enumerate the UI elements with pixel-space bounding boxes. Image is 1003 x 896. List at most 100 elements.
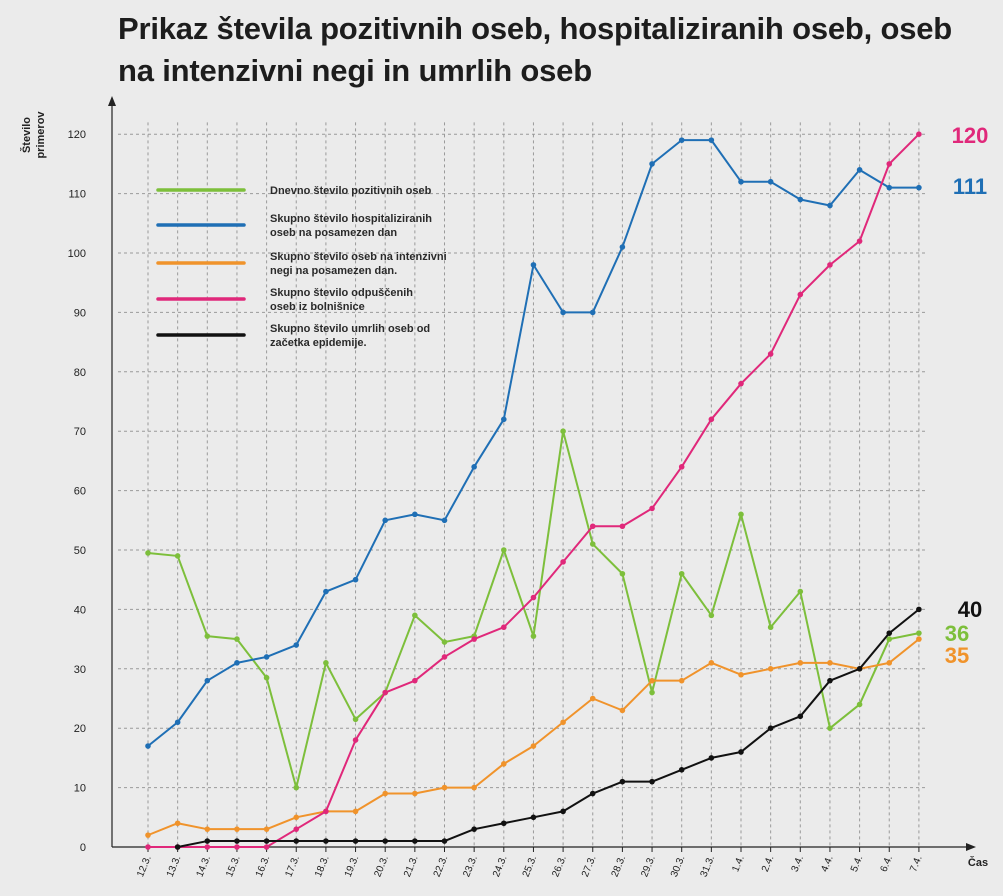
legend-label: negi na posamezen dan. — [270, 265, 397, 277]
data-point — [560, 719, 566, 726]
data-point — [174, 553, 181, 559]
data-point — [589, 790, 596, 797]
data-point — [560, 309, 566, 316]
y-tick-label: 110 — [68, 189, 86, 201]
chart-title-line-1: Prikaz števila pozitivnih oseb, hospital… — [118, 11, 953, 46]
data-point — [827, 677, 833, 684]
data-point — [856, 701, 863, 708]
data-point — [708, 612, 715, 619]
data-point — [352, 838, 359, 844]
data-point — [767, 624, 774, 631]
data-point — [204, 677, 211, 684]
data-point — [501, 547, 507, 553]
data-point — [560, 808, 566, 815]
series-2 — [145, 636, 922, 838]
data-point — [412, 612, 418, 619]
data-point — [530, 814, 537, 821]
data-point — [856, 238, 863, 244]
data-point — [589, 695, 596, 702]
data-point — [649, 689, 655, 696]
data-point — [471, 826, 477, 832]
x-tick-label: 25.3. — [521, 854, 540, 879]
data-point — [145, 550, 151, 556]
data-point — [323, 838, 329, 844]
data-point — [856, 666, 863, 672]
data-point — [856, 167, 863, 173]
y-axis-label-line-1: Število — [20, 117, 33, 153]
data-point — [886, 660, 893, 666]
data-point — [352, 716, 359, 723]
data-point — [708, 137, 715, 143]
data-point — [738, 511, 744, 518]
data-point — [441, 517, 448, 524]
legend-label: Skupno število oseb na intenzivni — [270, 251, 447, 263]
data-point — [649, 677, 655, 684]
data-point — [382, 517, 389, 524]
x-tick-label: 22.3. — [432, 854, 451, 879]
data-point — [501, 624, 507, 631]
data-point — [708, 755, 715, 761]
data-point — [797, 196, 804, 203]
data-point — [204, 826, 211, 832]
end-labels: 36 111 35 120 40 — [945, 123, 989, 668]
series-1 — [145, 137, 922, 749]
data-point — [649, 778, 655, 785]
data-point — [204, 633, 211, 639]
y-tick-label: 100 — [68, 248, 86, 260]
data-point — [916, 636, 922, 642]
y-tick-label: 40 — [74, 604, 86, 616]
data-point — [797, 660, 804, 666]
data-point — [767, 351, 774, 357]
legend-label: začetka epidemije. — [270, 337, 367, 349]
series-line — [177, 608, 920, 848]
end-value-label: 120 — [952, 123, 989, 148]
y-tick-label: 30 — [74, 664, 86, 676]
data-point — [886, 184, 893, 191]
end-value-label: 111 — [953, 174, 987, 199]
data-point — [263, 838, 270, 844]
y-tick-label: 0 — [80, 842, 86, 854]
data-point — [204, 838, 211, 844]
data-point — [530, 743, 537, 749]
x-tick-label: 24.3. — [491, 854, 510, 879]
legend: Dnevno število pozitivnih oseb Skupno šte… — [156, 185, 447, 349]
data-point — [145, 743, 151, 749]
x-tick-label: 18.3. — [313, 854, 332, 879]
x-tick-label: 28.3. — [610, 854, 629, 879]
data-point — [293, 642, 300, 648]
data-point — [797, 713, 804, 720]
y-tick-label: 20 — [74, 723, 86, 735]
data-point — [797, 588, 804, 595]
data-point — [382, 790, 389, 797]
x-tick-label: 2.4. — [760, 854, 776, 874]
data-point — [412, 790, 418, 797]
data-point — [352, 737, 359, 743]
x-tick-label: 12.3. — [135, 854, 154, 879]
data-point — [678, 464, 685, 470]
y-axis-label-line-2: primerov — [35, 111, 47, 159]
chart-title: Prikaz števila pozitivnih oseb, hospital… — [118, 8, 988, 92]
data-point — [293, 838, 300, 844]
data-point — [530, 633, 537, 639]
data-point — [471, 636, 477, 642]
data-point — [263, 674, 270, 681]
series — [145, 131, 922, 850]
data-point — [797, 291, 804, 298]
data-point — [530, 262, 537, 268]
data-point — [827, 660, 833, 666]
y-ticks: 0 10 20 30 40 50 60 70 80 90 100 110 120 — [68, 129, 86, 854]
x-tick-label: 23.3. — [461, 854, 480, 879]
end-value-label: 35 — [945, 643, 969, 668]
x-tick-label: 20.3. — [372, 854, 391, 879]
y-tick-label: 10 — [74, 783, 86, 795]
data-point — [738, 671, 744, 678]
data-point — [293, 814, 300, 821]
data-point — [678, 677, 685, 684]
x-tick-label: 7.4. — [908, 854, 924, 874]
x-tick-label: 3.4. — [790, 854, 806, 874]
x-tick-label: 4.4. — [819, 854, 835, 874]
data-point — [323, 588, 329, 595]
legend-label: Dnevno število pozitivnih oseb — [270, 185, 432, 197]
legend-label: oseb na posamezen dan — [270, 227, 397, 239]
